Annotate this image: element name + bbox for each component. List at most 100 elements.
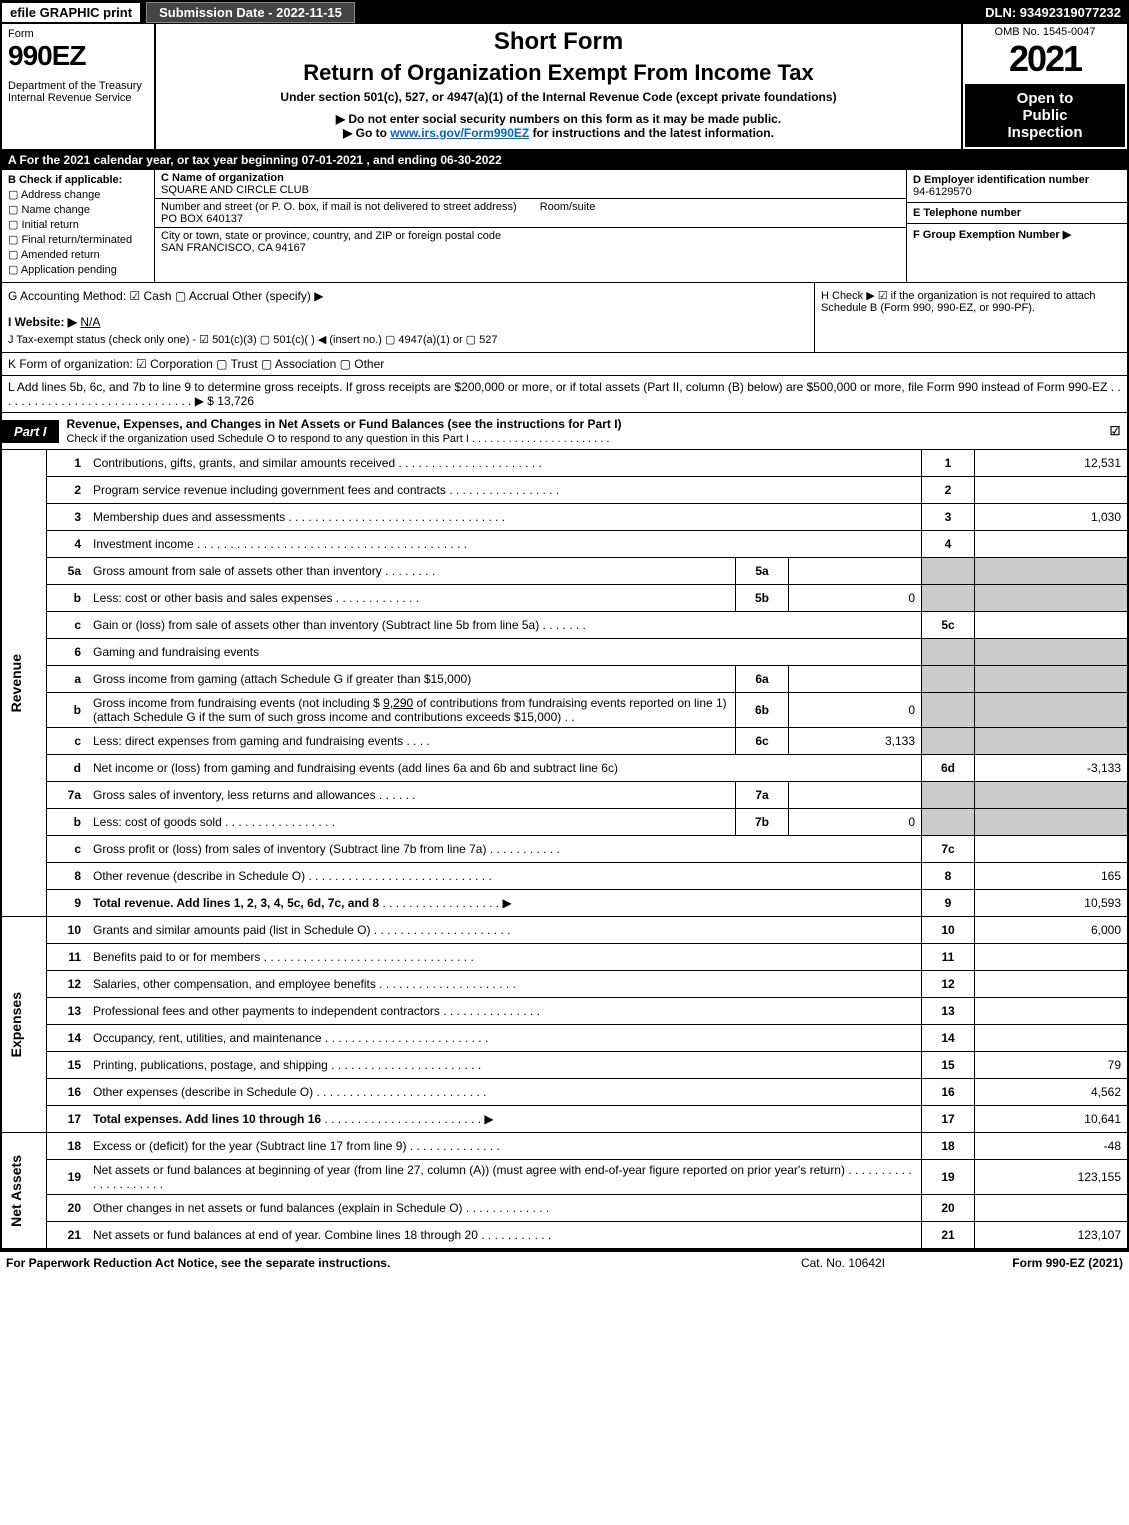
line-5a-shaded [922, 558, 975, 585]
checkbox-name-change[interactable]: Name change [8, 203, 148, 216]
irs-link[interactable]: www.irs.gov/Form990EZ [390, 126, 529, 140]
line-17-desc: Total expenses. Add lines 10 through 16 … [87, 1106, 922, 1133]
line-7a-inner: 7a [736, 782, 789, 809]
goto-post: for instructions and the latest informat… [529, 126, 774, 140]
line-7b-innerval: 0 [789, 809, 922, 836]
checkbox-initial-return[interactable]: Initial return [8, 218, 148, 231]
line-6b-inner: 6b [736, 693, 789, 728]
tax-year: 2021 [965, 38, 1125, 80]
line-2-resultnum: 2 [922, 477, 975, 504]
open-line1: Open to [967, 90, 1123, 107]
open-line3: Inspection [967, 124, 1123, 141]
part-i-title: Revenue, Expenses, and Changes in Net As… [59, 413, 1103, 449]
line-10-resultnum: 10 [922, 917, 975, 944]
line-5a-shaded-val [975, 558, 1129, 585]
line-18-resultnum: 18 [922, 1133, 975, 1160]
line-4-desc: Investment income . . . . . . . . . . . … [87, 531, 922, 558]
open-to-public: Open to Public Inspection [965, 84, 1125, 147]
line-7b-desc: Less: cost of goods sold . . . . . . . .… [87, 809, 736, 836]
dln-number: DLN: 93492319077232 [985, 5, 1129, 20]
line-6d-resultnum: 6d [922, 755, 975, 782]
top-bar: efile GRAPHIC print Submission Date - 20… [0, 0, 1129, 24]
line-13-desc: Professional fees and other payments to … [87, 998, 922, 1025]
column-def-right: D Employer identification number 94-6129… [906, 170, 1127, 282]
line-21-resultnum: 21 [922, 1222, 975, 1250]
line-5a-innerval [789, 558, 922, 585]
line-1-resultnum: 1 [922, 450, 975, 477]
website-value: N/A [80, 315, 100, 329]
line-7b-num: b [47, 809, 88, 836]
line-15-desc: Printing, publications, postage, and shi… [87, 1052, 922, 1079]
row-gij-left: G Accounting Method: ☑ Cash ▢ Accrual Ot… [2, 283, 814, 352]
line-21-num: 21 [47, 1222, 88, 1250]
submission-date: Submission Date - 2022-11-15 [146, 2, 355, 23]
checkbox-amended-return[interactable]: Amended return [8, 248, 148, 261]
line-9-val: 10,593 [975, 890, 1129, 917]
irs-label: Internal Revenue Service [8, 92, 148, 104]
line-5c-val [975, 612, 1129, 639]
line-7c-val [975, 836, 1129, 863]
line-8-val: 165 [975, 863, 1129, 890]
line-3-resultnum: 3 [922, 504, 975, 531]
line-12-desc: Salaries, other compensation, and employ… [87, 971, 922, 998]
efile-print-label[interactable]: efile GRAPHIC print [0, 1, 142, 24]
line-17-num: 17 [47, 1106, 88, 1133]
header-left: Form 990EZ Department of the Treasury In… [2, 24, 156, 149]
line-8-num: 8 [47, 863, 88, 890]
line-12-num: 12 [47, 971, 88, 998]
e-label: E Telephone number [913, 207, 1021, 219]
part-i-checkbox[interactable]: ☑ [1103, 424, 1127, 438]
checkbox-final-return[interactable]: Final return/terminated [8, 233, 148, 246]
line-3-desc: Membership dues and assessments . . . . … [87, 504, 922, 531]
line-18-desc: Excess or (deficit) for the year (Subtra… [87, 1133, 922, 1160]
main-title: Return of Organization Exempt From Incom… [164, 60, 953, 86]
i-website-label: I Website: ▶ [8, 315, 77, 329]
line-6c-shaded [922, 728, 975, 755]
org-city-box: City or town, state or province, country… [155, 228, 906, 256]
f-group-exemption: F Group Exemption Number ▶ [907, 224, 1127, 245]
line-18-val: -48 [975, 1133, 1129, 1160]
line-7c-desc: Gross profit or (loss) from sales of inv… [87, 836, 922, 863]
line-20-desc: Other changes in net assets or fund bala… [87, 1195, 922, 1222]
line-20-resultnum: 20 [922, 1195, 975, 1222]
line-11-num: 11 [47, 944, 88, 971]
line-1-val: 12,531 [975, 450, 1129, 477]
line-4-resultnum: 4 [922, 531, 975, 558]
line-15-resultnum: 15 [922, 1052, 975, 1079]
line-19-desc: Net assets or fund balances at beginning… [87, 1160, 922, 1195]
line-5b-shaded [922, 585, 975, 612]
line-6b-shaded [922, 693, 975, 728]
k-form-organization: K Form of organization: ☑ Corporation ▢ … [0, 353, 1129, 376]
line-9-desc: Total revenue. Add lines 1, 2, 3, 4, 5c,… [87, 890, 922, 917]
line-16-desc: Other expenses (describe in Schedule O) … [87, 1079, 922, 1106]
checkbox-application-pending[interactable]: Application pending [8, 263, 148, 276]
line-7b-shaded-val [975, 809, 1129, 836]
line-16-resultnum: 16 [922, 1079, 975, 1106]
line-14-resultnum: 14 [922, 1025, 975, 1052]
line-11-resultnum: 11 [922, 944, 975, 971]
line-21-val: 123,107 [975, 1222, 1129, 1250]
line-8-desc: Other revenue (describe in Schedule O) .… [87, 863, 922, 890]
line-7a-shaded [922, 782, 975, 809]
line-12-val [975, 971, 1129, 998]
line-6a-shaded [922, 666, 975, 693]
line-4-val [975, 531, 1129, 558]
checkbox-address-change[interactable]: Address change [8, 188, 148, 201]
form-number: 990EZ [8, 40, 148, 72]
city-label: City or town, state or province, country… [161, 230, 501, 242]
line-5b-innerval: 0 [789, 585, 922, 612]
expenses-sidebar: Expenses [8, 992, 24, 1057]
line-7a-innerval [789, 782, 922, 809]
open-line2: Public [967, 107, 1123, 124]
line-3-val: 1,030 [975, 504, 1129, 531]
room-label: Room/suite [540, 201, 596, 213]
line-14-desc: Occupancy, rent, utilities, and maintena… [87, 1025, 922, 1052]
goto-pre: ▶ Go to [343, 126, 390, 140]
line-3-num: 3 [47, 504, 88, 531]
line-15-num: 15 [47, 1052, 88, 1079]
line-5a-inner: 5a [736, 558, 789, 585]
org-name: SQUARE AND CIRCLE CLUB [161, 184, 309, 196]
line-15-val: 79 [975, 1052, 1129, 1079]
org-address-box: Number and street (or P. O. box, if mail… [155, 199, 906, 228]
line-11-desc: Benefits paid to or for members . . . . … [87, 944, 922, 971]
